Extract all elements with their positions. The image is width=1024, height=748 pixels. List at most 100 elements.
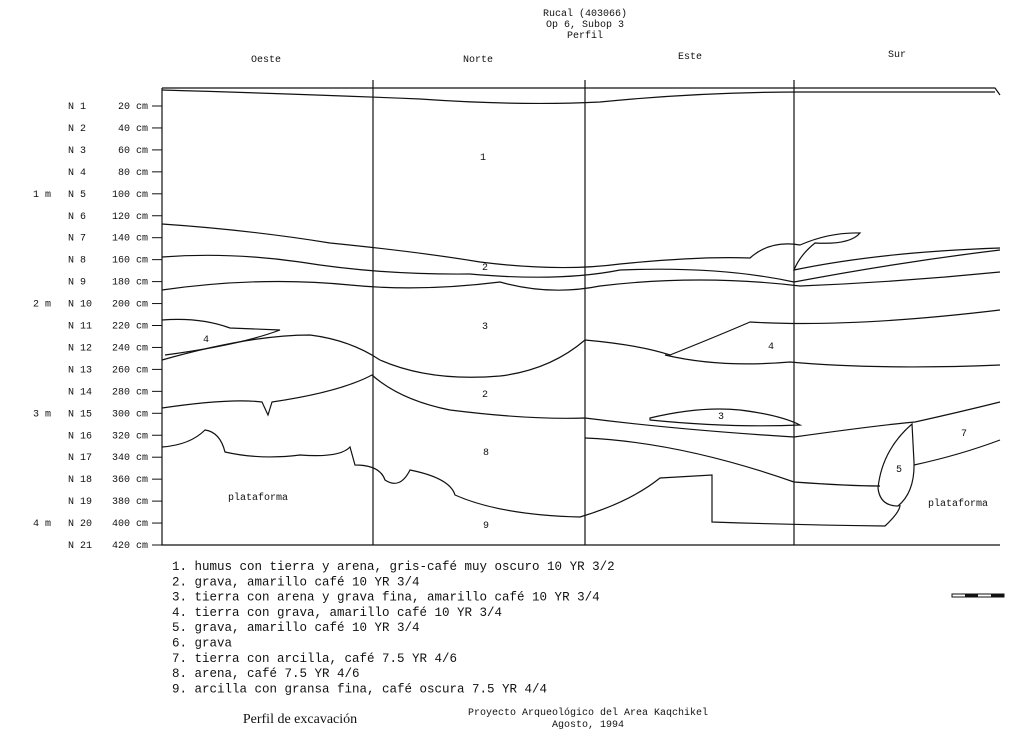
legend-item: 7. tierra con arcilla, café 7.5 YR 4/6 xyxy=(172,652,457,666)
header-line: Op 6, Subop 3 xyxy=(546,19,624,31)
wall-label: Norte xyxy=(463,55,493,66)
row-label: N 17 xyxy=(68,453,92,464)
row-label: N 1 xyxy=(68,102,86,113)
depth-label: 120 cm xyxy=(112,212,148,223)
stratum-line xyxy=(584,437,881,487)
stratum-line xyxy=(664,354,1001,368)
legend-item: 2. grava, amarillo café 10 YR 3/4 xyxy=(172,575,420,589)
frame xyxy=(161,87,1001,546)
header: Rucal (403066) Op 6, Subop 3 Perfil xyxy=(543,8,627,42)
stratum-line xyxy=(161,249,1001,283)
legend-item: 5. grava, amarillo café 10 YR 3/4 xyxy=(172,621,420,635)
row-label: N 4 xyxy=(68,168,86,179)
legend-item: 8. arena, café 7.5 YR 4/6 xyxy=(172,667,360,681)
meter-label: 3 m xyxy=(33,409,51,420)
row-label: N 10 xyxy=(68,300,92,311)
row-label: N 11 xyxy=(68,322,92,333)
legend-item: 4. tierra con grava, amarillo café 10 YR… xyxy=(172,606,502,620)
row-label: N 14 xyxy=(68,387,92,398)
stratum-label: 4 xyxy=(768,342,774,353)
row-label: N 18 xyxy=(68,475,92,486)
depth-label: 100 cm xyxy=(112,190,148,201)
caption: Perfil de excavación xyxy=(243,712,357,727)
stratum-label: 1 xyxy=(480,153,486,164)
row-label: N 7 xyxy=(68,234,86,245)
stratum-line xyxy=(161,89,995,105)
date: Agosto, 1994 xyxy=(552,720,624,731)
stratum-lens xyxy=(877,422,915,507)
depth-label: 160 cm xyxy=(112,256,148,267)
stratum-line xyxy=(161,223,1001,271)
platform-label: plataforma xyxy=(228,492,288,504)
wall-label: Oeste xyxy=(251,55,281,66)
depth-label: 320 cm xyxy=(112,431,148,442)
meter-label: 4 m xyxy=(33,519,51,530)
depth-label: 240 cm xyxy=(112,343,148,354)
legend-item: 9. arcilla con gransa fina, café oscura … xyxy=(172,682,547,696)
stratum-lens xyxy=(649,408,803,427)
depth-label: 360 cm xyxy=(112,475,148,486)
legend-item: 1. humus con tierra y arena, gris-café m… xyxy=(172,560,615,574)
wall-label: Sur xyxy=(888,50,906,61)
stratum-line xyxy=(161,271,1001,291)
row-label: N 20 xyxy=(68,519,92,530)
depth-label: 60 cm xyxy=(118,146,148,157)
row-label: N 12 xyxy=(68,343,92,354)
row-label: N 2 xyxy=(68,124,86,135)
depth-label: 420 cm xyxy=(112,541,148,552)
wall-label: Este xyxy=(678,52,702,63)
depth-label: 200 cm xyxy=(112,300,148,311)
stratum-line xyxy=(913,439,1001,466)
stratum-line xyxy=(161,429,901,527)
row-label: N 13 xyxy=(68,365,92,376)
depth-label: 40 cm xyxy=(118,124,148,135)
depth-label: 300 cm xyxy=(112,409,148,420)
legend: 1. humus con tierra y arena, gris-café m… xyxy=(172,560,615,696)
header-line: Perfil xyxy=(567,30,603,42)
stratum-label: 7 xyxy=(961,429,967,440)
row-label: N 9 xyxy=(68,278,86,289)
stratum-line xyxy=(161,309,1001,378)
stratum-label: 3 xyxy=(718,412,724,423)
depth-label: 340 cm xyxy=(112,453,148,464)
row-label: N 16 xyxy=(68,431,92,442)
stratum-label: 8 xyxy=(483,448,489,459)
scale-bar-segment xyxy=(991,594,1004,597)
legend-item: 6. grava xyxy=(172,637,233,651)
depth-label: 140 cm xyxy=(112,234,148,245)
stratum-label: 3 xyxy=(482,322,488,333)
depth-label: 20 cm xyxy=(118,102,148,113)
depth-label: 280 cm xyxy=(112,387,148,398)
row-label: N 3 xyxy=(68,146,86,157)
scale-bar-segment xyxy=(965,594,978,597)
stratum-line xyxy=(161,318,281,356)
project: Proyecto Arqueológico del Area Kaqchikel xyxy=(468,707,708,719)
row-label: N 8 xyxy=(68,256,86,267)
stratum-label: 2 xyxy=(482,390,488,401)
row-label: N 15 xyxy=(68,409,92,420)
legend-item: 3. tierra con arena y grava fina, amaril… xyxy=(172,591,600,605)
row-label: N 5 xyxy=(68,190,86,201)
depth-label: 260 cm xyxy=(112,365,148,376)
meter-label: 1 m xyxy=(33,190,51,201)
depth-label: 220 cm xyxy=(112,322,148,333)
stratum-line xyxy=(161,374,1001,438)
row-label: N 6 xyxy=(68,212,86,223)
header-line: Rucal (403066) xyxy=(543,8,627,20)
depth-label: 80 cm xyxy=(118,168,148,179)
stratum-label: 4 xyxy=(203,335,209,346)
stratum-label: 9 xyxy=(483,521,489,532)
depth-label: 380 cm xyxy=(112,497,148,508)
profile-drawing: 1 2 3 4 4 2 3 8 5 7 9 plataforma platafo… xyxy=(161,80,1001,546)
scale-bar xyxy=(951,593,1005,598)
platform-label: plataforma xyxy=(928,498,988,510)
stratum-label: 2 xyxy=(482,263,488,274)
row-label: N 21 xyxy=(68,541,92,552)
depth-label: 400 cm xyxy=(112,519,148,530)
stratum-label: 5 xyxy=(896,465,902,476)
depth-label: 180 cm xyxy=(112,278,148,289)
row-label: N 19 xyxy=(68,497,92,508)
meter-label: 2 m xyxy=(33,300,51,311)
depth-scale: N 1 20 cm N 2 40 cm N 3 60 cm N 4 80 cm 1 m N 5 10… xyxy=(33,102,162,552)
